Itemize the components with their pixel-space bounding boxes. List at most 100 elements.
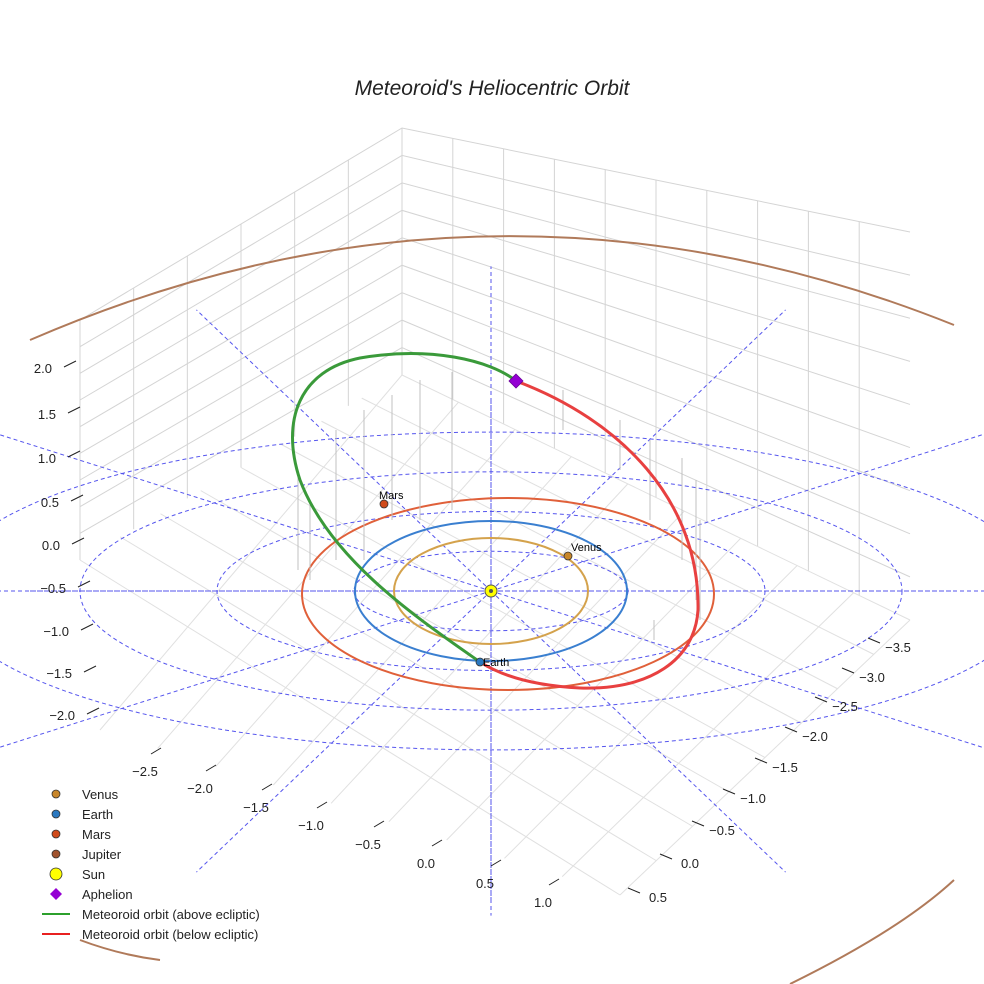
aphelion-marker — [508, 373, 524, 389]
x-tick-mark — [548, 878, 560, 886]
z-tick-mark — [71, 537, 85, 545]
y-tick-mark — [722, 788, 736, 795]
axis-box-top — [79, 127, 911, 321]
ecliptic-spoke — [490, 590, 984, 749]
floor-grid-line — [79, 559, 621, 896]
x-tick-mark — [261, 783, 273, 791]
z-tick-label: 0.0 — [42, 538, 60, 553]
y-tick-mark — [627, 887, 641, 894]
floor-grid-line — [157, 401, 459, 749]
y-tick-label: −0.5 — [709, 823, 735, 838]
jupiter-orbit — [79, 939, 161, 961]
floor-grid-line — [215, 429, 516, 767]
y-tick-mark — [754, 757, 768, 764]
x-tick-label: 0.5 — [476, 876, 494, 891]
x-tick-mark — [150, 747, 162, 755]
y-tick-mark — [691, 820, 705, 827]
legend-marker — [51, 849, 61, 859]
y-tick-label: −1.5 — [772, 760, 798, 775]
z-tick-mark — [80, 623, 94, 631]
legend-label: Venus — [82, 787, 119, 802]
z-tick-label: 0.5 — [41, 495, 59, 510]
legend-marker — [51, 809, 61, 819]
grid-line — [79, 346, 911, 578]
grid-line — [79, 292, 911, 492]
jupiter-orbit — [29, 235, 955, 341]
y-tick-label: 0.0 — [681, 856, 699, 871]
earth-label: Earth — [483, 657, 509, 669]
earth-orbit — [354, 520, 628, 662]
z-tick-label: −1.0 — [43, 624, 69, 639]
z-tick-label: 1.0 — [38, 451, 56, 466]
mars-marker — [379, 499, 389, 509]
ecliptic-spoke — [490, 433, 984, 592]
ecliptic-spoke — [490, 590, 786, 873]
legend-marker — [51, 789, 61, 799]
z-tick-label: −2.0 — [49, 708, 75, 723]
legend-label: Aphelion — [82, 887, 133, 902]
x-tick-label: −2.0 — [187, 781, 213, 796]
z-tick-label: 1.5 — [38, 407, 56, 422]
venus-label: Venus — [571, 542, 602, 554]
ecliptic-spoke — [196, 309, 492, 592]
ecliptic-spoke — [0, 590, 492, 748]
grid-line — [79, 264, 911, 454]
floor-grid-line — [388, 510, 685, 823]
chart-title: Meteoroid's Heliocentric Orbit — [355, 77, 631, 100]
z-tick-mark — [67, 450, 81, 458]
orbit-layer: Venus Earth Mars — [0, 235, 984, 984]
grid-line — [79, 237, 911, 428]
mars-label: Mars — [379, 490, 404, 502]
z-tick-label: −0.5 — [40, 581, 66, 596]
y-tick-label: −3.0 — [859, 670, 885, 685]
venus-marker — [563, 551, 573, 561]
legend-label: Earth — [82, 807, 113, 822]
grid-line — [79, 182, 911, 374]
sun-core — [489, 589, 493, 593]
floor-grid-line — [504, 565, 798, 859]
ecliptic-spoke — [490, 309, 786, 592]
ecliptic-ring — [0, 431, 984, 751]
meteoroid-orbit-below — [479, 379, 700, 690]
legend-label: Meteoroid orbit (below ecliptic) — [82, 927, 258, 942]
x-tick-label: −1.0 — [298, 818, 324, 833]
y-tick-label: −2.5 — [832, 699, 858, 714]
x-tick-label: −2.5 — [132, 764, 158, 779]
z-tick-mark — [70, 494, 84, 502]
floor-grid-line — [321, 420, 838, 690]
y-tick-mark — [659, 853, 673, 860]
y-tick-mark — [784, 726, 798, 733]
legend-marker — [51, 829, 61, 839]
legend-marker — [50, 888, 62, 900]
x-tick-mark — [316, 801, 328, 809]
grid-line — [79, 209, 911, 401]
z-tick-mark — [67, 406, 81, 414]
floor-grid-line — [401, 374, 911, 621]
floor-grid-line — [561, 592, 854, 878]
y-tick-label: 0.5 — [649, 890, 667, 905]
meteoroid-orbit-above — [291, 352, 517, 664]
axis-grid — [79, 127, 911, 896]
mars-orbit — [301, 497, 715, 691]
z-tick-label: 2.0 — [34, 361, 52, 376]
grid-line — [79, 319, 911, 535]
z-tick-mark — [86, 707, 100, 715]
ecliptic-spoke — [0, 434, 492, 592]
y-tick-mark — [867, 637, 881, 644]
y-tick-label: −3.5 — [885, 640, 911, 655]
legend-marker — [49, 867, 63, 881]
jupiter-orbit — [789, 879, 955, 984]
x-tick-label: −1.5 — [243, 800, 269, 815]
z-tick-mark — [63, 360, 77, 368]
legend-label: Mars — [82, 827, 111, 842]
x-tick-label: 0.0 — [417, 856, 435, 871]
venus-orbit — [393, 537, 589, 645]
floor-grid-line — [361, 397, 874, 655]
z-tick-mark — [77, 580, 91, 588]
floor-grid-line — [160, 513, 693, 827]
floor-grid-line — [281, 443, 802, 724]
z-tick-mark — [83, 665, 97, 673]
tick-labels: 2.0 1.5 1.0 0.5 0.0 −0.5 −1.0 −1.5 −2.0 −2.5 −2.0 −… — [34, 360, 911, 910]
earth-marker — [475, 657, 485, 667]
